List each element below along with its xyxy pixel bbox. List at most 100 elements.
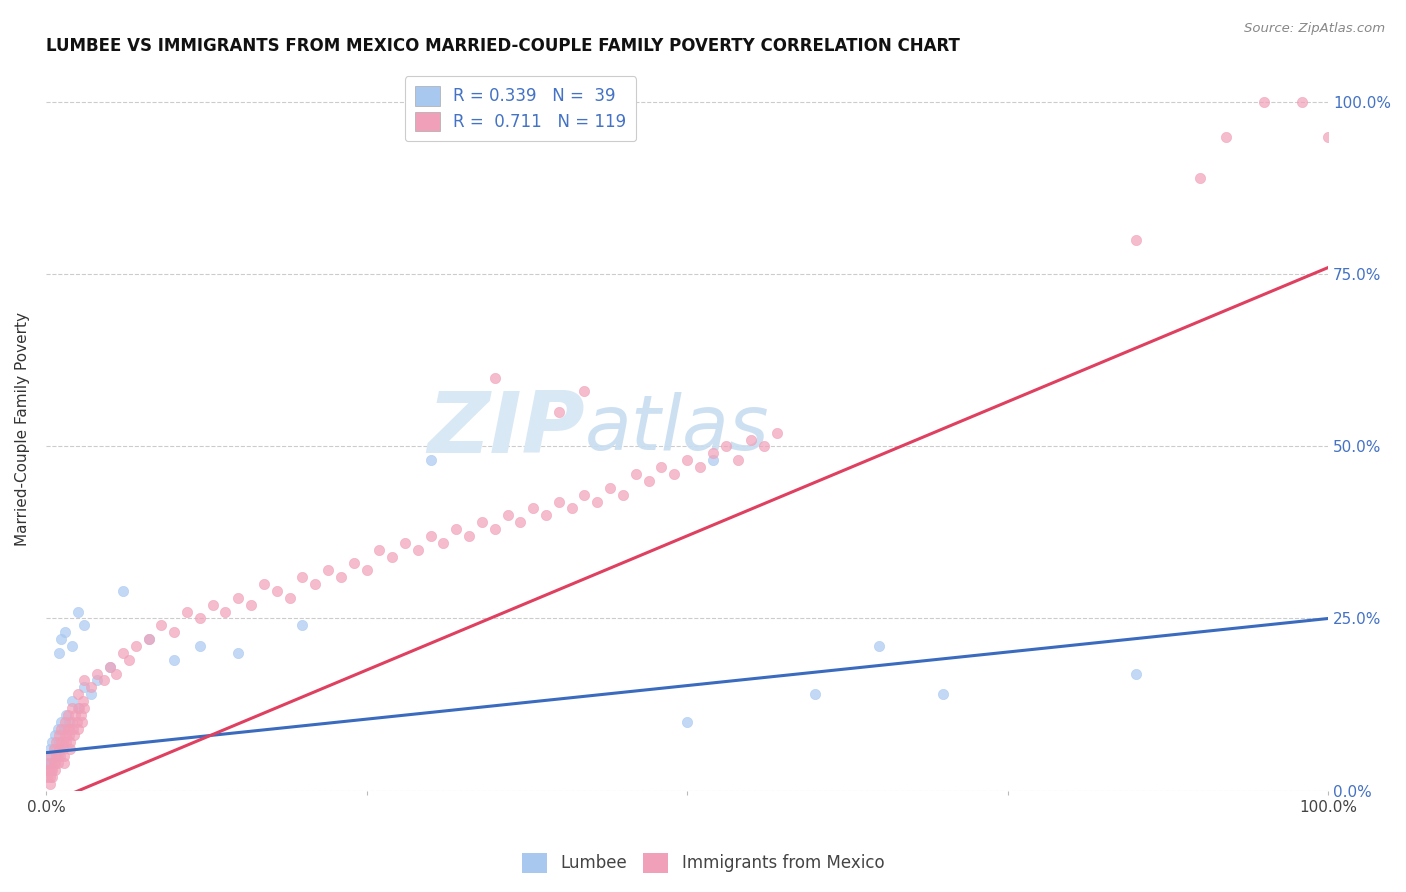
Point: [37, 770, 59, 784]
Point: [53, 714, 76, 729]
Point: [650, 460, 672, 475]
Text: LUMBEE VS IMMIGRANTS FROM MEXICO MARRIED-COUPLE FAMILY POVERTY CORRELATION CHART: LUMBEE VS IMMIGRANTS FROM MEXICO MARRIED…: [46, 37, 960, 55]
Point: [406, 542, 429, 557]
Point: [381, 549, 404, 564]
Point: [70, 714, 93, 729]
Point: [73, 673, 96, 688]
Point: [52, 749, 75, 764]
Point: [48, 729, 70, 743]
Point: [59, 742, 82, 756]
Point: [52, 722, 75, 736]
Point: [41, 763, 63, 777]
Point: [1125, 233, 1147, 247]
Point: [66, 605, 89, 619]
Point: [66, 687, 89, 701]
Point: [1291, 95, 1313, 110]
Point: [111, 646, 134, 660]
Point: [44, 729, 66, 743]
Point: [46, 749, 69, 764]
Point: [291, 618, 314, 632]
Point: [278, 591, 301, 605]
Point: [868, 639, 890, 653]
Point: [42, 756, 65, 770]
Point: [176, 605, 198, 619]
Point: [55, 729, 77, 743]
Point: [804, 687, 827, 701]
Point: [727, 453, 749, 467]
Point: [752, 440, 775, 454]
Y-axis label: Married-Couple Family Poverty: Married-Couple Family Poverty: [15, 312, 30, 546]
Point: [111, 584, 134, 599]
Point: [51, 714, 73, 729]
Point: [49, 749, 72, 764]
Point: [1215, 129, 1237, 144]
Point: [253, 577, 276, 591]
Point: [62, 722, 84, 736]
Point: [125, 639, 148, 653]
Point: [547, 494, 569, 508]
Point: [509, 515, 531, 529]
Point: [534, 508, 557, 523]
Point: [356, 563, 378, 577]
Point: [60, 714, 83, 729]
Point: [574, 488, 596, 502]
Point: [343, 557, 366, 571]
Point: [1188, 171, 1211, 186]
Point: [214, 605, 236, 619]
Point: [740, 433, 762, 447]
Point: [39, 763, 62, 777]
Point: [266, 584, 288, 599]
Point: [55, 735, 77, 749]
Point: [66, 701, 89, 715]
Point: [419, 453, 441, 467]
Point: [484, 522, 506, 536]
Point: [419, 529, 441, 543]
Point: [51, 722, 73, 736]
Point: [60, 701, 83, 715]
Point: [69, 707, 91, 722]
Text: Source: ZipAtlas.com: Source: ZipAtlas.com: [1244, 22, 1385, 36]
Point: [484, 370, 506, 384]
Point: [38, 763, 60, 777]
Point: [188, 611, 211, 625]
Legend: Lumbee, Immigrants from Mexico: Lumbee, Immigrants from Mexico: [515, 847, 891, 880]
Point: [458, 529, 481, 543]
Point: [80, 681, 103, 695]
Point: [56, 722, 79, 736]
Point: [105, 666, 128, 681]
Point: [73, 681, 96, 695]
Point: [86, 673, 108, 688]
Point: [45, 749, 67, 764]
Point: [42, 742, 65, 756]
Point: [188, 639, 211, 653]
Point: [65, 707, 87, 722]
Point: [51, 735, 73, 749]
Point: [39, 749, 62, 764]
Point: [702, 453, 724, 467]
Point: [676, 714, 699, 729]
Point: [240, 598, 263, 612]
Point: [637, 474, 659, 488]
Point: [59, 735, 82, 749]
Point: [48, 742, 70, 756]
Point: [98, 659, 121, 673]
Point: [1125, 666, 1147, 681]
Point: [86, 666, 108, 681]
Point: [496, 508, 519, 523]
Point: [561, 501, 583, 516]
Point: [58, 729, 80, 743]
Point: [226, 646, 249, 660]
Point: [471, 515, 494, 529]
Point: [66, 722, 89, 736]
Point: [586, 494, 609, 508]
Point: [714, 440, 737, 454]
Point: [599, 481, 621, 495]
Point: [60, 694, 83, 708]
Point: [51, 632, 73, 647]
Point: [547, 405, 569, 419]
Point: [52, 735, 75, 749]
Point: [702, 446, 724, 460]
Point: [446, 522, 468, 536]
Point: [44, 763, 66, 777]
Point: [329, 570, 352, 584]
